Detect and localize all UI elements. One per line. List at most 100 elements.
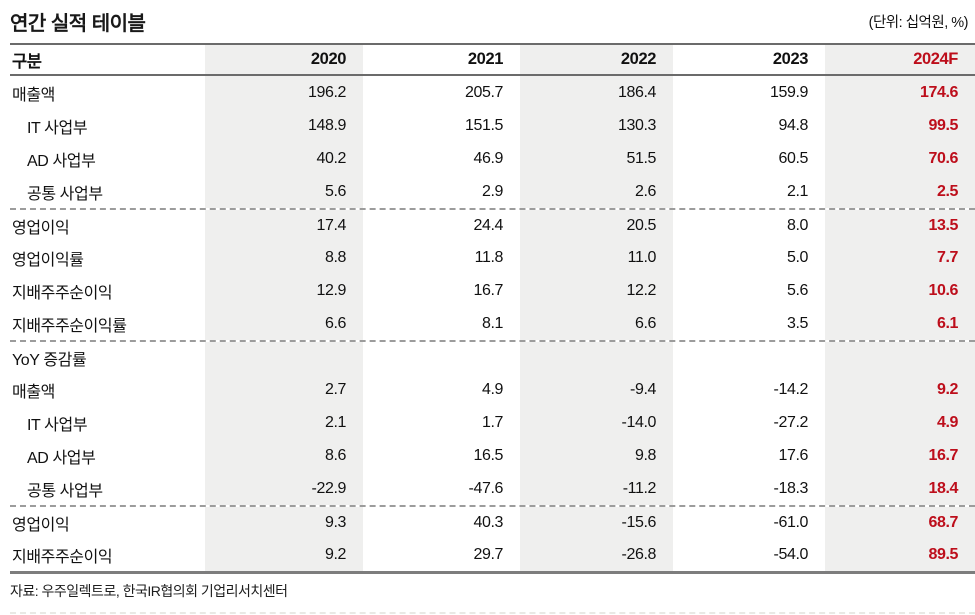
value-cell: 2.9 [481, 182, 503, 200]
value-cell: 4.9 [825, 406, 975, 439]
value-cell: 5.6 [205, 175, 363, 208]
header-cell-2023: 2023 [772, 50, 809, 68]
value-cell: 12.9 [205, 274, 363, 307]
value-cell: 8.0 [786, 216, 808, 234]
value-cell: 11.8 [474, 248, 504, 266]
value-cell: 9.8 [520, 439, 673, 472]
value-cell: 7.7 [825, 241, 975, 274]
row-label: 공통 사업부 [27, 185, 103, 203]
row-label: 영업이익 [12, 516, 70, 534]
value-cell: 12.2 [520, 274, 673, 307]
row-label: 지배주주순이익 [12, 548, 113, 566]
table-row: IT 사업부 2.1 1.7 -14.0 -27.2 4.9 [10, 406, 975, 439]
value-cell: 46.9 [473, 149, 503, 167]
value-cell: 18.4 [825, 472, 975, 505]
value-cell: 51.5 [520, 142, 673, 175]
value-cell: 2.7 [205, 373, 363, 406]
value-cell [205, 342, 363, 373]
value-cell: -61.0 [773, 513, 809, 531]
value-cell: 151.5 [464, 116, 503, 134]
bottom-divider [10, 612, 975, 614]
value-cell: -11.2 [520, 472, 673, 505]
page-title: 연간 실적 테이블 [10, 13, 146, 35]
value-cell: 89.5 [825, 538, 975, 571]
value-cell: 8.1 [481, 314, 503, 332]
table-row: AD 사업부 8.6 16.5 9.8 17.6 16.7 [10, 439, 975, 472]
value-cell: 29.7 [473, 545, 503, 563]
value-cell: 196.2 [205, 76, 363, 109]
value-cell: 40.2 [205, 142, 363, 175]
value-cell: 130.3 [520, 109, 673, 142]
value-cell: 4.9 [481, 380, 503, 398]
row-label: 영업이익 [12, 219, 70, 237]
value-cell [520, 342, 673, 373]
row-label: YoY 증감률 [12, 351, 87, 369]
row-label: AD 사업부 [27, 449, 96, 467]
value-cell: -26.8 [520, 538, 673, 571]
row-label: AD 사업부 [27, 152, 96, 170]
value-cell: 8.8 [205, 241, 363, 274]
table-row: 매출액 196.2 205.7 186.4 159.9 174.6 [10, 76, 975, 109]
value-cell: 16.7 [473, 281, 503, 299]
row-label: 지배주주순이익 [12, 284, 113, 302]
value-cell: -54.0 [773, 545, 809, 563]
value-cell: 17.4 [205, 210, 363, 241]
value-cell: 99.5 [825, 109, 975, 142]
row-label: 매출액 [12, 86, 55, 104]
value-cell: 11.0 [520, 241, 673, 274]
header-cell-2024f: 2024F [825, 45, 975, 74]
header-cell-2020: 2020 [205, 45, 363, 74]
table-title-bar: 연간 실적 테이블 (단위: 십억원, %) [10, 0, 975, 43]
value-cell: 40.3 [473, 513, 503, 531]
table-section-row: YoY 증감률 [10, 340, 975, 373]
value-cell: 9.2 [205, 538, 363, 571]
value-cell: -18.3 [773, 479, 809, 497]
header-cell-2022: 2022 [520, 45, 673, 74]
value-cell: 24.4 [473, 216, 503, 234]
value-cell: 2.5 [825, 175, 975, 208]
table-row: 지배주주순이익률 6.6 8.1 6.6 3.5 6.1 [10, 307, 975, 340]
value-cell: -14.0 [520, 406, 673, 439]
table-row: AD 사업부 40.2 46.9 51.5 60.5 70.6 [10, 142, 975, 175]
value-cell: 3.5 [786, 314, 808, 332]
table-row: IT 사업부 148.9 151.5 130.3 94.8 99.5 [10, 109, 975, 142]
value-cell: 1.7 [481, 413, 503, 431]
table-row: 공통 사업부 5.6 2.9 2.6 2.1 2.5 [10, 175, 975, 208]
unit-label: (단위: 십억원, %) [868, 15, 969, 31]
table-row: 공통 사업부 -22.9 -47.6 -11.2 -18.3 18.4 [10, 472, 975, 505]
table-header-row: 구분 2020 2021 2022 2023 2024F [10, 45, 975, 76]
value-cell: 174.6 [825, 76, 975, 109]
value-cell: 148.9 [205, 109, 363, 142]
value-cell: 60.5 [778, 149, 808, 167]
row-label: IT 사업부 [27, 416, 88, 434]
value-cell: 9.3 [205, 507, 363, 538]
row-label: IT 사업부 [27, 119, 88, 137]
header-cell-category: 구분 [12, 52, 42, 71]
value-cell: 10.6 [825, 274, 975, 307]
value-cell: -9.4 [520, 373, 673, 406]
value-cell: -14.2 [773, 380, 809, 398]
value-cell: 9.2 [825, 373, 975, 406]
value-cell: 205.7 [464, 83, 503, 101]
row-label: 공통 사업부 [27, 482, 103, 500]
value-cell: 16.5 [473, 446, 503, 464]
value-cell: 5.0 [786, 248, 808, 266]
table-row: 매출액 2.7 4.9 -9.4 -14.2 9.2 [10, 373, 975, 406]
value-cell: 13.5 [825, 210, 975, 241]
value-cell: 186.4 [520, 76, 673, 109]
value-cell: 17.6 [778, 446, 808, 464]
performance-table: 구분 2020 2021 2022 2023 2024F 매출액 196.2 205… [10, 43, 975, 574]
value-cell: 68.7 [825, 507, 975, 538]
value-cell: 8.6 [205, 439, 363, 472]
row-label: 영업이익률 [12, 251, 84, 269]
source-note: 자료: 우주일렉트로, 한국IR협의회 기업리서치센터 [10, 583, 288, 599]
value-cell: 94.8 [778, 116, 808, 134]
value-cell: 20.5 [520, 210, 673, 241]
table-row: 영업이익 9.3 40.3 -15.6 -61.0 68.7 [10, 505, 975, 538]
value-cell: 159.9 [769, 83, 808, 101]
value-cell: -22.9 [205, 472, 363, 505]
table-row: 영업이익률 8.8 11.8 11.0 5.0 7.7 [10, 241, 975, 274]
value-cell: 2.1 [205, 406, 363, 439]
value-cell: 5.6 [786, 281, 808, 299]
